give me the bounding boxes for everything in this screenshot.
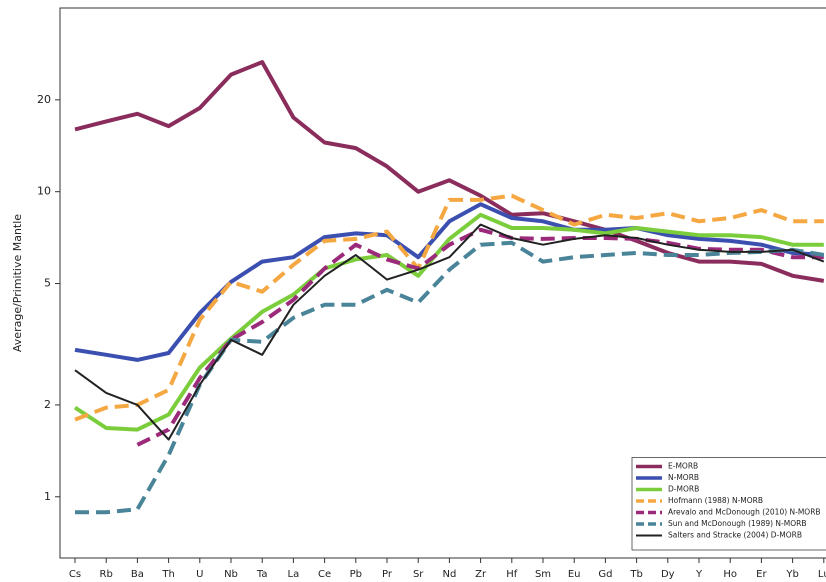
x-tick-label: Eu bbox=[568, 569, 581, 580]
x-tick-label: Nb bbox=[224, 569, 238, 580]
y-axis-label: Average/Primitive Mantle bbox=[11, 214, 24, 352]
series-line bbox=[74, 223, 825, 441]
x-tick-label: Tb bbox=[629, 569, 642, 580]
legend-box bbox=[631, 457, 826, 551]
x-tick-label: Dy bbox=[661, 569, 675, 580]
series-line bbox=[73, 212, 824, 432]
x-tick-label: Y bbox=[695, 569, 703, 580]
x-tick-label: Ba bbox=[131, 569, 144, 580]
y-tick-label: 10 bbox=[37, 185, 51, 198]
legend-label: Salters and Stracke (2004) D-MORB bbox=[668, 531, 802, 540]
x-tick-label: Th bbox=[161, 569, 174, 580]
x-tick-label: Gd bbox=[598, 569, 612, 580]
y-tick-label: 1 bbox=[44, 490, 51, 503]
series-line bbox=[74, 202, 824, 362]
x-tick-label: Nd bbox=[442, 569, 456, 580]
x-tick-label: Hf bbox=[506, 569, 518, 580]
series-line bbox=[74, 60, 825, 283]
legend-label: E-MORB bbox=[668, 462, 698, 471]
x-tick-label: Rb bbox=[100, 569, 113, 580]
series-line bbox=[74, 193, 824, 422]
x-tick-label: La bbox=[288, 569, 300, 580]
x-tick-label: Pb bbox=[350, 569, 362, 580]
x-tick-label: Lu bbox=[818, 569, 826, 580]
x-tick-label: Ho bbox=[723, 569, 737, 580]
legend-label: Sun and McDonough (1989) N-MORB bbox=[668, 519, 806, 528]
x-tick-label: Sr bbox=[413, 569, 424, 580]
plot-frame bbox=[59, 7, 826, 559]
legend-label: Arevalo and McDonough (2010) N-MORB bbox=[668, 508, 821, 517]
series-line bbox=[136, 227, 824, 447]
y-tick-label: 20 bbox=[37, 93, 51, 106]
x-tick-label: Yb bbox=[785, 569, 798, 580]
y-tick-label: 5 bbox=[44, 277, 51, 290]
x-tick-label: Cs bbox=[69, 569, 81, 580]
x-tick-label: Pr bbox=[382, 569, 393, 580]
x-tick-label: Sm bbox=[535, 569, 551, 580]
x-tick-label: Ce bbox=[318, 569, 331, 580]
legend-label: Hofmann (1988) N-MORB bbox=[668, 496, 763, 505]
y-tick-label: 2 bbox=[44, 398, 51, 411]
x-tick-label: Zr bbox=[475, 569, 487, 580]
x-tick-label: U bbox=[196, 569, 203, 580]
legend-label: D-MORB bbox=[668, 485, 699, 494]
x-tick-label: Er bbox=[756, 569, 767, 580]
legend: E-MORB N-MORB D-MORB Hofmann (1988) N-MORB A… bbox=[631, 457, 826, 551]
legend-label: N-MORB bbox=[668, 473, 699, 482]
x-tick-label: Ta bbox=[256, 569, 268, 580]
